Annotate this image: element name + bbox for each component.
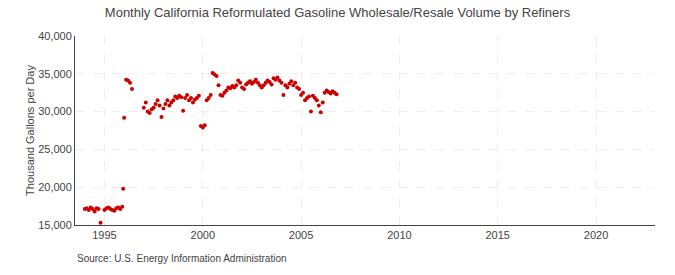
svg-text:35,000: 35,000 xyxy=(38,68,72,80)
svg-text:Source: U.S. Energy Informatio: Source: U.S. Energy Information Administ… xyxy=(77,253,287,264)
svg-text:25,000: 25,000 xyxy=(38,143,72,155)
svg-text:15,000: 15,000 xyxy=(38,219,72,231)
svg-text:30,000: 30,000 xyxy=(38,105,72,117)
svg-text:40,000: 40,000 xyxy=(38,30,72,42)
svg-text:20,000: 20,000 xyxy=(38,181,72,193)
svg-text:2020: 2020 xyxy=(584,229,608,241)
svg-text:2015: 2015 xyxy=(485,229,509,241)
svg-text:Monthly California Reformulate: Monthly California Reformulated Gasoline… xyxy=(105,5,571,20)
svg-text:2010: 2010 xyxy=(387,229,411,241)
svg-text:2005: 2005 xyxy=(289,229,313,241)
svg-text:Thousand Gallons per Day: Thousand Gallons per Day xyxy=(24,65,36,196)
svg-text:2000: 2000 xyxy=(191,229,215,241)
svg-text:1995: 1995 xyxy=(92,229,116,241)
